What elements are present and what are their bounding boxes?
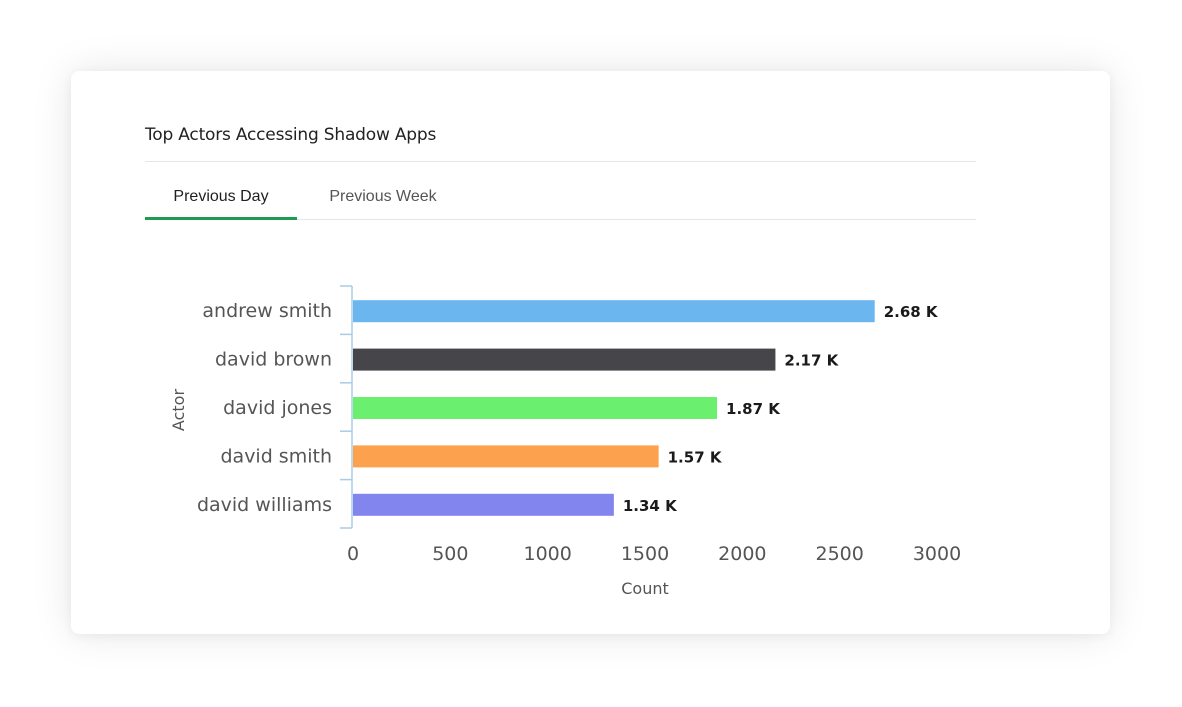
data-label: 1.57 K — [668, 448, 723, 466]
x-tick-label: 500 — [432, 543, 468, 565]
chart-card: Top Actors Accessing Shadow Apps Previou… — [71, 71, 1110, 634]
data-label: 1.34 K — [623, 497, 678, 515]
category-label: andrew smith — [202, 300, 332, 322]
card-title: Top Actors Accessing Shadow Apps — [145, 125, 437, 145]
bar — [353, 348, 776, 371]
bar — [353, 300, 875, 323]
category-label: david smith — [220, 445, 332, 467]
tab-previous-week[interactable]: Previous Week — [329, 188, 437, 205]
tab-previous-day[interactable]: Previous Day — [145, 179, 297, 220]
bar — [353, 397, 718, 419]
x-axis-title: Count — [621, 579, 669, 598]
x-tick-label: 1000 — [523, 543, 571, 565]
bar — [353, 445, 659, 468]
x-tick-label: 0 — [347, 543, 359, 565]
x-tick-label: 2500 — [815, 543, 863, 565]
data-label: 1.87 K — [726, 400, 781, 418]
data-label: 2.17 K — [784, 352, 839, 370]
category-label: david jones — [223, 397, 332, 419]
x-tick-label: 1500 — [621, 543, 669, 565]
y-axis-title: Actor — [169, 389, 188, 432]
data-label: 2.68 K — [884, 303, 939, 321]
time-range-tabs: Previous Day Previous Week — [145, 179, 976, 220]
bar — [353, 493, 614, 516]
x-tick-label: 2000 — [718, 543, 766, 565]
category-label: david williams — [197, 494, 332, 516]
title-divider — [145, 161, 976, 162]
x-tick-label: 3000 — [913, 543, 961, 565]
category-label: david brown — [215, 349, 332, 371]
bar-chart: andrew smith 2.68 K david brown 2.17 K david… — [169, 285, 961, 598]
